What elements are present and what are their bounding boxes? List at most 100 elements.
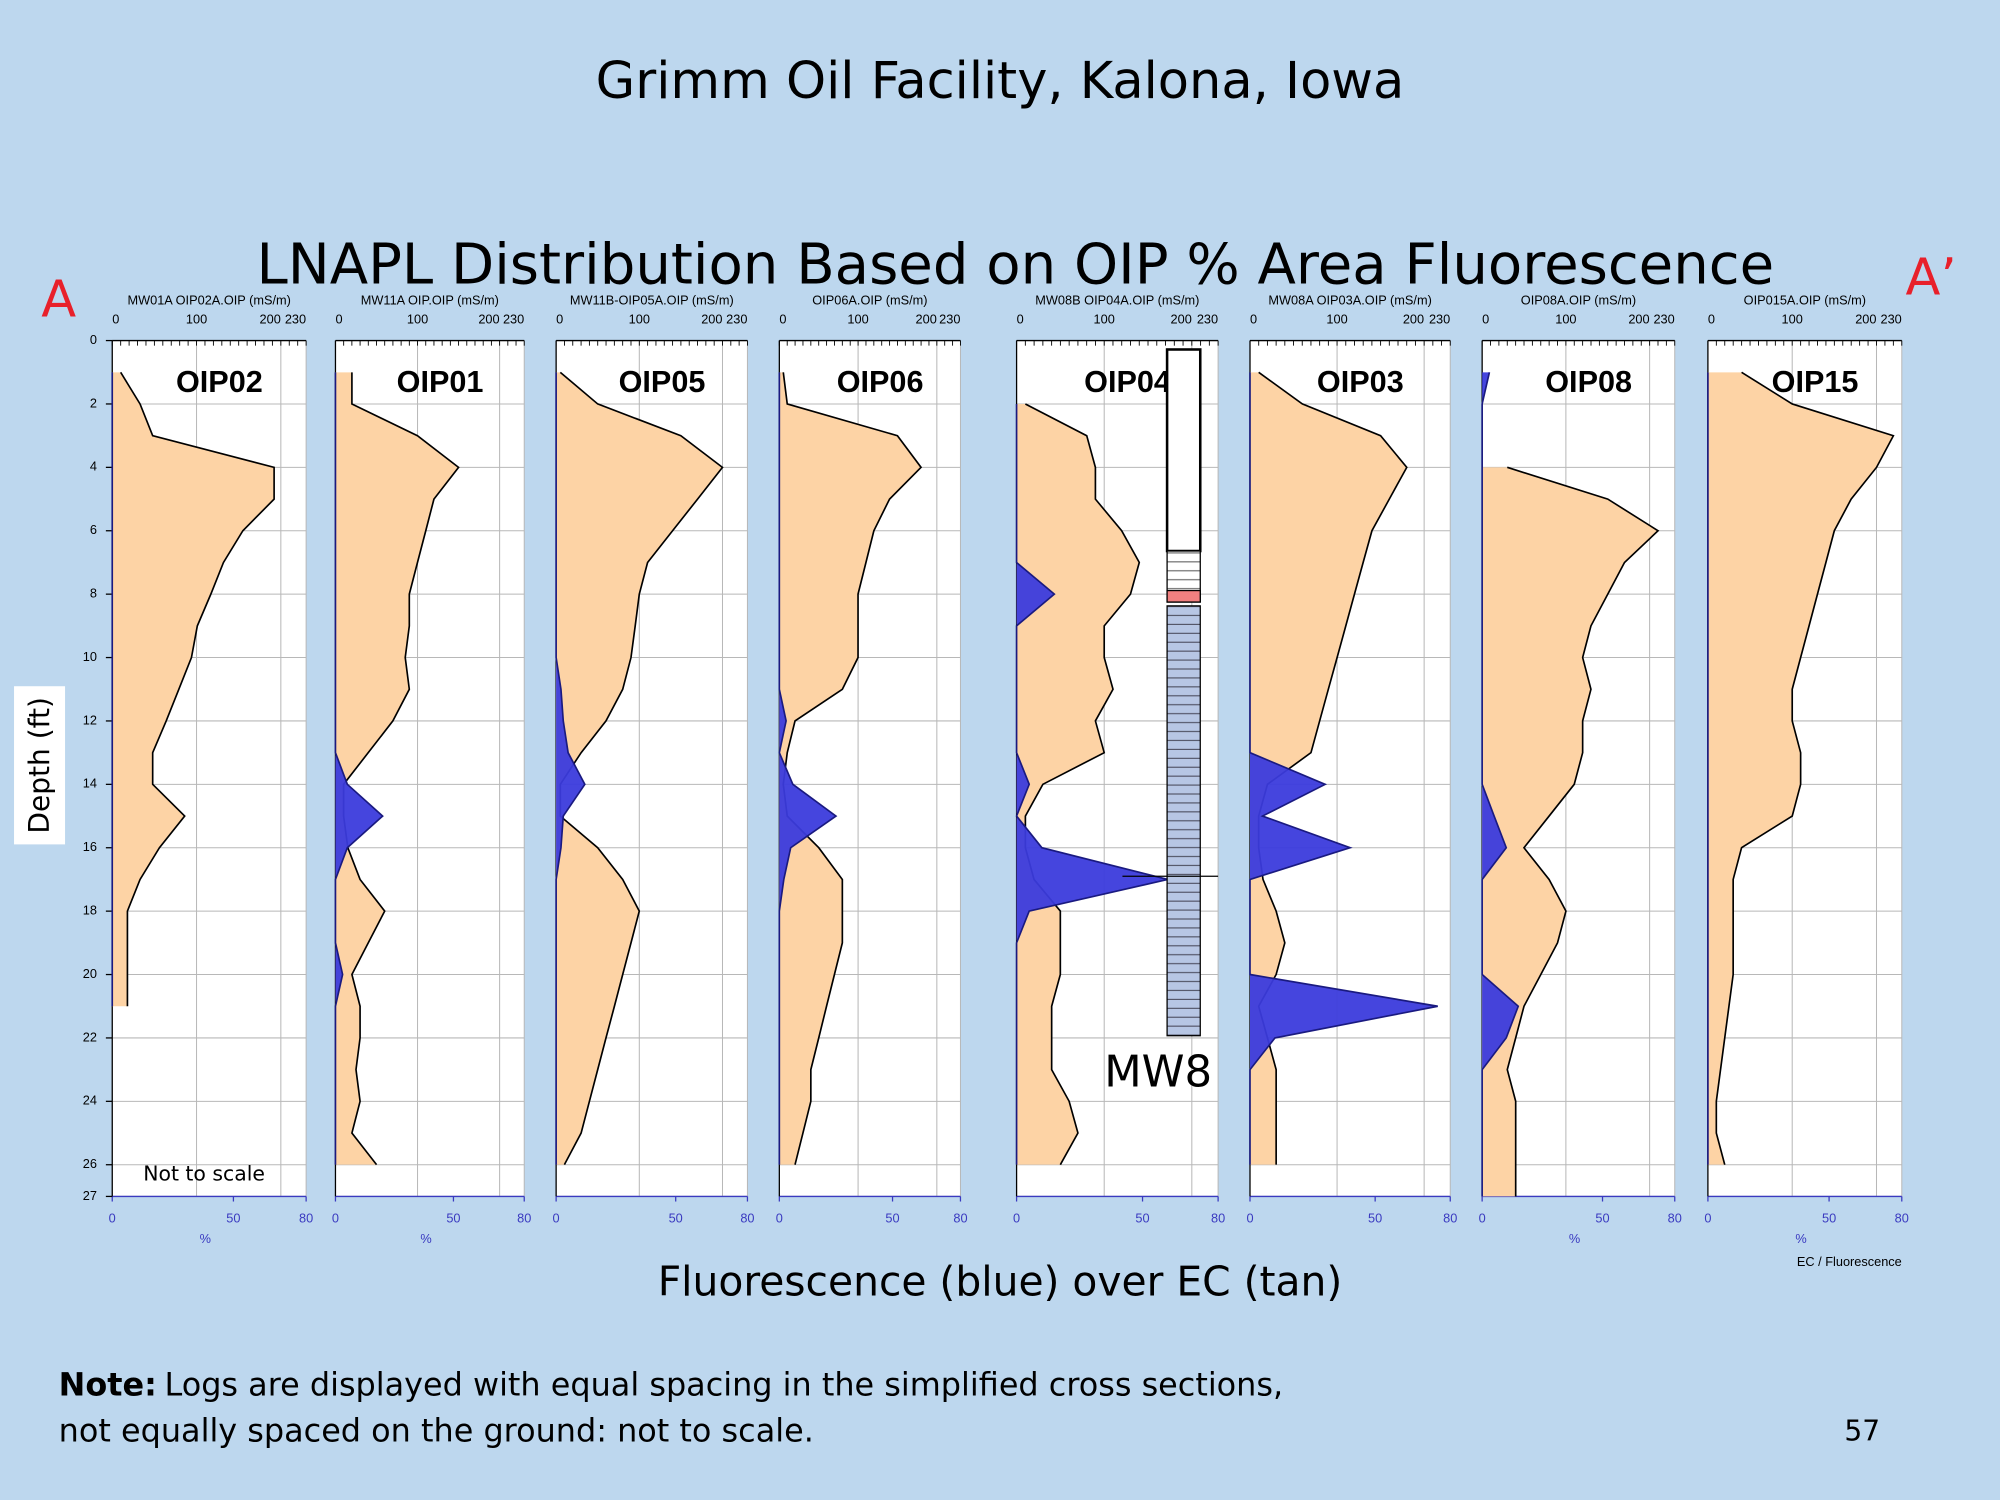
panel-title: OIP02 xyxy=(176,365,263,399)
top-tick-label: 230 xyxy=(1881,312,1902,327)
y-tick-label: 24 xyxy=(83,1093,97,1108)
panel-header: OIP08A.OIP (mS/m) xyxy=(1521,292,1636,307)
depth-label: Depth (ft) xyxy=(23,697,56,834)
y-tick-label: 8 xyxy=(90,586,97,601)
bottom-tick-label: 80 xyxy=(740,1211,754,1226)
bottom-tick-label: 0 xyxy=(1246,1211,1253,1226)
y-tick-label: 22 xyxy=(83,1029,97,1044)
well-label: MW8 xyxy=(1104,1048,1212,1098)
top-tick-label: 100 xyxy=(407,312,428,327)
y-tick-label: 4 xyxy=(90,459,97,474)
ec-line xyxy=(119,371,275,1007)
y-tick-label: 16 xyxy=(83,839,97,854)
bottom-tick-label: 80 xyxy=(1895,1211,1909,1226)
top-tick-label: 200 xyxy=(701,312,722,327)
top-tick-label: 230 xyxy=(285,312,306,327)
note-line: not equally spaced on the ground: not to… xyxy=(59,1411,814,1449)
panel-title: OIP15 xyxy=(1772,365,1859,399)
caption: Fluorescence (blue) over EC (tan) xyxy=(658,1257,1343,1305)
bottom-axis-label: % xyxy=(1569,1231,1580,1246)
bottom-tick-label: 0 xyxy=(109,1211,116,1226)
fluorescence-line xyxy=(1481,372,1520,1197)
top-tick-label: 200 xyxy=(1403,312,1424,327)
not-to-scale: Not to scale xyxy=(143,1162,265,1186)
panel-title: OIP04 xyxy=(1084,365,1171,399)
top-tick-label: 0 xyxy=(1250,312,1257,327)
depth-label-box xyxy=(14,686,66,845)
top-tick-label: 200 xyxy=(260,312,281,327)
bottom-tick-label: 0 xyxy=(553,1211,560,1226)
bottom-tick-label: 0 xyxy=(1479,1211,1486,1226)
top-tick-label: 100 xyxy=(1782,312,1803,327)
fluorescence-line xyxy=(555,372,586,1165)
top-tick-label: 0 xyxy=(1017,312,1024,327)
fluorescence-area xyxy=(1482,372,1519,1197)
y-tick-label: 20 xyxy=(83,966,97,981)
top-tick-label: 100 xyxy=(1326,312,1347,327)
panel-header: OIP06A.OIP (mS/m) xyxy=(812,292,927,307)
fluorescence-line xyxy=(1015,403,1168,1165)
well-screen xyxy=(1166,605,1201,1037)
fluorescence-line xyxy=(1249,372,1438,1165)
top-tick-label: 230 xyxy=(726,312,747,327)
panel-title: OIP03 xyxy=(1317,365,1404,399)
bottom-tick-label: 0 xyxy=(332,1211,339,1226)
panel-header: MW11A OIP.OIP (mS/m) xyxy=(361,292,499,307)
bottom-tick-label: 80 xyxy=(1211,1211,1225,1226)
top-tick-label: 230 xyxy=(1653,312,1674,327)
top-tick-label: 230 xyxy=(939,312,960,327)
bottom-tick-label: 80 xyxy=(1668,1211,1682,1226)
y-tick-label: 2 xyxy=(90,395,97,410)
ec-area xyxy=(335,372,459,1165)
top-tick-label: 0 xyxy=(1708,312,1715,327)
fluorescence-line xyxy=(334,372,384,1165)
ec-area xyxy=(556,372,723,1165)
bottom-tick-label: 80 xyxy=(953,1211,967,1226)
top-tick-label: 200 xyxy=(1628,312,1649,327)
bottom-tick-label: 0 xyxy=(1704,1211,1711,1226)
bottom-tick-label: 80 xyxy=(1443,1211,1457,1226)
top-tick-label: 100 xyxy=(1555,312,1576,327)
panel-title: OIP01 xyxy=(397,365,484,399)
fluorescence-line xyxy=(778,372,838,1165)
well-band xyxy=(1166,589,1201,603)
top-tick-label: 230 xyxy=(503,312,524,327)
top-tick-label: 100 xyxy=(186,312,207,327)
top-tick-label: 0 xyxy=(112,312,119,327)
bottom-tick-label: 0 xyxy=(1013,1211,1020,1226)
panel-header: MW01A OIP02A.OIP (mS/m) xyxy=(127,292,290,307)
note-line: Logs are displayed with equal spacing in… xyxy=(165,1365,1284,1403)
top-tick-label: 0 xyxy=(556,312,563,327)
bottom-tick-label: 50 xyxy=(1368,1211,1382,1226)
bottom-axis-label: % xyxy=(1795,1231,1806,1246)
ec-line xyxy=(1506,466,1660,1197)
well-casing xyxy=(1165,348,1202,553)
top-tick-label: 100 xyxy=(1094,312,1115,327)
ec-area xyxy=(1250,372,1407,1165)
y-tick-label: 12 xyxy=(83,712,97,727)
top-tick-label: 0 xyxy=(335,312,342,327)
panel-title: OIP05 xyxy=(619,365,706,399)
bottom-tick-label: 0 xyxy=(776,1211,783,1226)
bottom-tick-label: 50 xyxy=(1595,1211,1609,1226)
panel-header: MW08A OIP03A.OIP (mS/m) xyxy=(1268,292,1431,307)
ec-line xyxy=(1715,371,1895,1165)
y-tick-label: 26 xyxy=(83,1156,97,1171)
bottom-tick-label: 80 xyxy=(299,1211,313,1226)
note-bold: Note: xyxy=(59,1365,157,1403)
panel-header: OIP015A.OIP (mS/m) xyxy=(1744,292,1866,307)
top-tick-label: 230 xyxy=(1197,312,1218,327)
bottom-tick-label: 50 xyxy=(885,1211,899,1226)
top-tick-label: 200 xyxy=(1171,312,1192,327)
ec-area xyxy=(1707,372,1894,1165)
title: Grimm Oil Facility, Kalona, Iowa xyxy=(596,52,1405,111)
bottom-tick-label: 50 xyxy=(446,1211,460,1226)
y-tick-label: 14 xyxy=(83,776,97,791)
top-tick-label: 100 xyxy=(629,312,650,327)
page-number: 57 xyxy=(1844,1414,1880,1447)
top-tick-label: 200 xyxy=(478,312,499,327)
bottom-tick-label: 50 xyxy=(1822,1211,1836,1226)
section-end: A’ xyxy=(1906,249,1957,308)
y-tick-label: 18 xyxy=(83,903,97,918)
